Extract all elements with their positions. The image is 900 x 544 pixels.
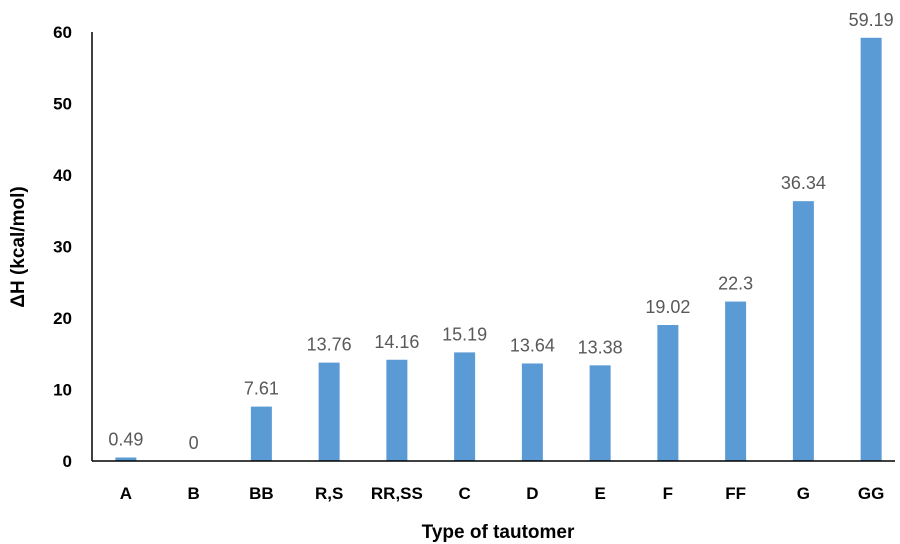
y-tick-label: 10 [53, 381, 72, 400]
bar [657, 325, 679, 461]
data-label: 14.16 [374, 332, 419, 352]
y-axis-title: ΔH (kcal/mol) [8, 186, 29, 307]
x-tick-label: D [526, 484, 538, 503]
y-tick-label: 50 [53, 95, 72, 114]
data-label: 13.38 [578, 337, 623, 357]
bar [589, 365, 611, 461]
data-label: 36.34 [781, 173, 826, 193]
x-axis-title: Type of tautomer [422, 522, 575, 543]
data-label: 0.49 [108, 429, 143, 449]
data-label: 13.76 [307, 335, 352, 355]
bar [250, 406, 272, 461]
x-tick-label: E [594, 484, 605, 503]
data-label: 19.02 [645, 297, 690, 317]
x-tick-label: F [663, 484, 673, 503]
bars [115, 37, 882, 461]
x-tick-label: R,S [315, 484, 343, 503]
x-tick-label: GG [858, 484, 884, 503]
data-label: 59.19 [849, 10, 894, 30]
y-tick-label: 30 [53, 238, 72, 257]
y-axis-ticks: 0 10 20 30 40 50 60 [53, 23, 72, 471]
x-tick-label: RR,SS [371, 484, 423, 503]
x-tick-label: G [797, 484, 810, 503]
data-label: 13.64 [510, 335, 555, 355]
data-label: 22.3 [718, 274, 753, 294]
y-tick-label: 0 [63, 452, 72, 471]
y-tick-label: 60 [53, 23, 72, 42]
bar [115, 457, 137, 461]
x-axis-tick-labels: A B BB R,S RR,SS C D E F FF G GG [120, 484, 885, 503]
data-label: 7.61 [244, 379, 279, 399]
x-tick-label: A [120, 484, 132, 503]
data-labels: 0.49 0 7.61 13.76 14.16 15.19 13.64 13.38 19.02 2… [108, 10, 893, 453]
y-tick-label: 40 [53, 166, 72, 185]
x-tick-label: C [458, 484, 470, 503]
bar [521, 363, 543, 461]
bar [386, 359, 408, 461]
bar [318, 362, 340, 461]
data-label: 0 [189, 433, 199, 453]
y-tick-label: 20 [53, 309, 72, 328]
data-label: 15.19 [442, 324, 487, 344]
bar [860, 37, 882, 461]
x-tick-label: BB [249, 484, 274, 503]
x-tick-label: B [187, 484, 199, 503]
bar [792, 201, 814, 461]
x-tick-label: FF [725, 484, 746, 503]
bar [725, 301, 747, 461]
bar [454, 352, 476, 461]
